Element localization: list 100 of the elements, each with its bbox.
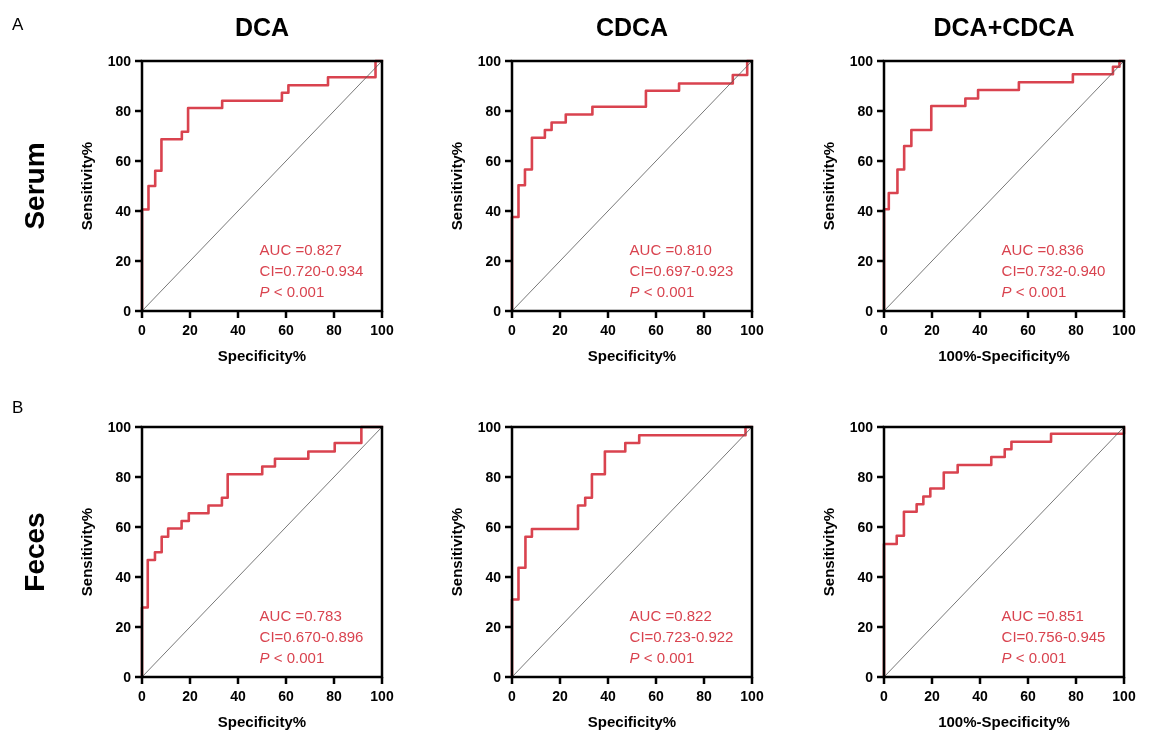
y-tick-label: 100 bbox=[849, 418, 874, 435]
annotation: AUC =0.783 bbox=[259, 607, 342, 624]
x-tick-label: 100 bbox=[370, 322, 394, 338]
x-tick-label: 80 bbox=[696, 322, 712, 338]
annotation: CI=0.732-0.940 bbox=[1001, 262, 1106, 279]
annotation: AUC =0.822 bbox=[629, 607, 712, 624]
y-tick-label: 20 bbox=[115, 618, 132, 635]
annotation: P < 0.001 bbox=[1001, 649, 1067, 666]
y-tick-label: 0 bbox=[493, 302, 502, 319]
x-tick-label: 100 bbox=[1112, 688, 1136, 704]
y-tick-label: 80 bbox=[485, 102, 502, 119]
x-tick-label: 60 bbox=[1020, 322, 1036, 338]
x-tick-label: 20 bbox=[552, 688, 568, 704]
x-axis-title: Specificity% bbox=[587, 347, 677, 364]
x-tick-label: 40 bbox=[972, 688, 988, 704]
x-tick-label: 0 bbox=[138, 688, 147, 704]
y-tick-label: 100 bbox=[477, 52, 502, 69]
x-tick-label: 40 bbox=[230, 688, 246, 704]
annotation: CI=0.720-0.934 bbox=[259, 262, 364, 279]
x-tick-label: 60 bbox=[648, 688, 664, 704]
x-tick-label: 0 bbox=[880, 688, 889, 704]
y-tick-label: 100 bbox=[477, 418, 502, 435]
y-axis-title: Sensitivity% bbox=[78, 507, 95, 597]
y-tick-label: 0 bbox=[865, 668, 874, 685]
y-tick-label: 20 bbox=[115, 252, 132, 269]
annotation: AUC =0.851 bbox=[1001, 607, 1084, 624]
x-tick-label: 80 bbox=[326, 322, 342, 338]
text: Feces bbox=[19, 512, 50, 592]
y-tick-label: 60 bbox=[115, 152, 132, 169]
y-tick-label: 0 bbox=[123, 302, 132, 319]
x-axis-title: 100%-Specificity% bbox=[938, 347, 1070, 364]
y-tick-label: 100 bbox=[107, 52, 132, 69]
annotation: AUC =0.836 bbox=[1001, 241, 1084, 258]
x-tick-label: 80 bbox=[326, 688, 342, 704]
y-tick-label: 80 bbox=[857, 468, 874, 485]
text: Serum bbox=[19, 142, 50, 230]
x-tick-label: 100 bbox=[1112, 322, 1136, 338]
x-tick-label: 40 bbox=[600, 322, 616, 338]
y-tick-label: 80 bbox=[857, 102, 874, 119]
annotation: AUC =0.810 bbox=[629, 241, 712, 258]
y-tick-label: 20 bbox=[485, 618, 502, 635]
y-tick-label: 0 bbox=[123, 668, 132, 685]
y-axis-title: Sensitivity% bbox=[78, 141, 95, 231]
x-tick-label: 80 bbox=[696, 688, 712, 704]
x-tick-label: 80 bbox=[1068, 322, 1084, 338]
x-tick-label: 60 bbox=[278, 322, 294, 338]
annotation: CI=0.670-0.896 bbox=[259, 628, 364, 645]
x-axis-title: Specificity% bbox=[587, 713, 677, 730]
y-tick-label: 40 bbox=[485, 568, 502, 585]
x-axis-title: Specificity% bbox=[217, 713, 307, 730]
x-tick-label: 40 bbox=[972, 322, 988, 338]
annotation: P < 0.001 bbox=[259, 283, 325, 300]
annotation: AUC =0.827 bbox=[259, 241, 342, 258]
y-tick-label: 20 bbox=[857, 618, 874, 635]
y-axis-title: Sensitivity% bbox=[820, 141, 837, 231]
y-tick-label: 60 bbox=[485, 518, 502, 535]
annotation: CI=0.723-0.922 bbox=[629, 628, 734, 645]
x-tick-label: 60 bbox=[278, 688, 294, 704]
x-tick-label: 20 bbox=[552, 322, 568, 338]
y-tick-label: 60 bbox=[115, 518, 132, 535]
y-tick-label: 0 bbox=[493, 668, 502, 685]
x-axis-title: Specificity% bbox=[217, 347, 307, 364]
x-tick-label: 60 bbox=[648, 322, 664, 338]
annotation: CI=0.697-0.923 bbox=[629, 262, 734, 279]
y-tick-label: 100 bbox=[107, 418, 132, 435]
y-axis-title: Sensitivity% bbox=[448, 141, 465, 231]
x-tick-label: 0 bbox=[508, 688, 517, 704]
y-tick-label: 80 bbox=[115, 102, 132, 119]
y-tick-label: 100 bbox=[849, 52, 874, 69]
annotation: P < 0.001 bbox=[629, 649, 695, 666]
x-tick-label: 0 bbox=[138, 322, 147, 338]
chart-title: DCA bbox=[234, 13, 290, 41]
y-tick-label: 40 bbox=[857, 202, 874, 219]
y-tick-label: 60 bbox=[485, 152, 502, 169]
x-tick-label: 100 bbox=[740, 322, 764, 338]
y-tick-label: 0 bbox=[865, 302, 874, 319]
y-tick-label: 60 bbox=[857, 152, 874, 169]
x-tick-label: 60 bbox=[1020, 688, 1036, 704]
y-tick-label: 20 bbox=[485, 252, 502, 269]
y-tick-label: 60 bbox=[857, 518, 874, 535]
text: A bbox=[12, 15, 24, 34]
x-tick-label: 0 bbox=[880, 322, 889, 338]
annotation: CI=0.756-0.945 bbox=[1001, 628, 1106, 645]
y-axis-title: Sensitivity% bbox=[448, 507, 465, 597]
annotation: P < 0.001 bbox=[259, 649, 325, 666]
x-tick-label: 100 bbox=[370, 688, 394, 704]
x-tick-label: 100 bbox=[740, 688, 764, 704]
y-tick-label: 40 bbox=[857, 568, 874, 585]
x-axis-title: 100%-Specificity% bbox=[938, 713, 1070, 730]
text: B bbox=[12, 398, 24, 417]
y-tick-label: 20 bbox=[857, 252, 874, 269]
x-tick-label: 40 bbox=[600, 688, 616, 704]
annotation: P < 0.001 bbox=[629, 283, 695, 300]
x-tick-label: 40 bbox=[230, 322, 246, 338]
y-tick-label: 40 bbox=[115, 202, 132, 219]
y-axis-title: Sensitivity% bbox=[820, 507, 837, 597]
chart-title: DCA+CDCA bbox=[933, 13, 1075, 41]
y-tick-label: 40 bbox=[485, 202, 502, 219]
y-tick-label: 80 bbox=[485, 468, 502, 485]
x-tick-label: 80 bbox=[1068, 688, 1084, 704]
